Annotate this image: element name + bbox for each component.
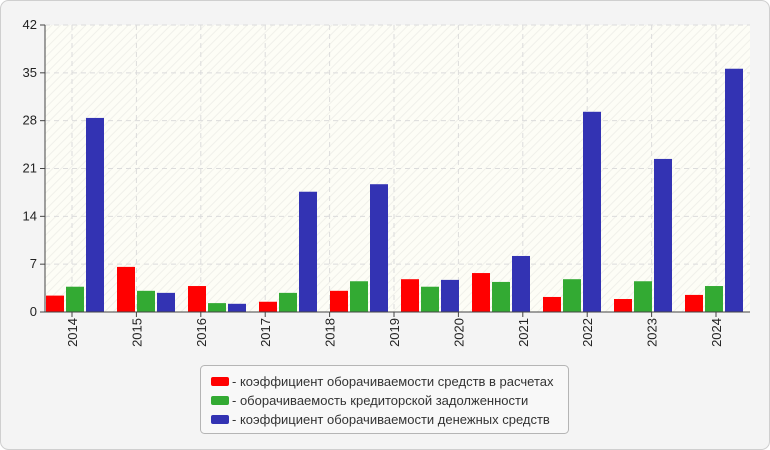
bar-2-2020 — [492, 281, 510, 312]
bar-2-2016 — [208, 303, 226, 312]
bar-1-2019 — [401, 279, 419, 312]
bar-1-2018 — [330, 290, 348, 312]
x-tick-label: 2015 — [129, 318, 144, 347]
bar-1-2022 — [614, 299, 632, 312]
x-tick-label: 2024 — [709, 318, 724, 347]
x-tick-label: 2019 — [387, 318, 402, 347]
x-tick-label: 2017 — [258, 318, 273, 347]
bar-3-2021 — [583, 111, 601, 313]
x-tick-label: 2022 — [580, 318, 595, 347]
bar-1-2021 — [543, 296, 561, 312]
bar-2-2018 — [350, 281, 368, 312]
y-tick-label: 35 — [23, 65, 37, 80]
bar-2-2022 — [634, 281, 652, 312]
y-tick-label: 28 — [23, 113, 37, 128]
bar-2-2014 — [66, 286, 84, 312]
x-tick-label: 2020 — [451, 318, 466, 347]
legend-label: - оборачиваемость кредиторской задолженн… — [232, 393, 528, 408]
y-tick-label: 21 — [23, 161, 37, 176]
y-tick-label: 42 — [23, 17, 37, 32]
x-tick-label: 2016 — [194, 318, 209, 347]
bar-3-2022 — [654, 158, 672, 312]
bar-1-2016 — [188, 286, 206, 312]
bar-2-2017 — [279, 292, 297, 312]
x-tick-label: 2023 — [645, 318, 660, 347]
bar-3-2023 — [725, 68, 743, 312]
legend-swatch — [211, 377, 229, 386]
bar-1-2015 — [117, 266, 135, 312]
y-tick-label: 0 — [30, 304, 37, 319]
bar-1-2023 — [685, 294, 703, 312]
bar-3-2019 — [441, 279, 459, 312]
x-tick-label: 2021 — [516, 318, 531, 347]
bar-1-2020 — [472, 273, 490, 312]
legend: - коэффициент оборачиваемости средств в … — [200, 365, 569, 434]
legend-swatch — [211, 396, 229, 405]
x-tick-label: 2018 — [323, 318, 338, 347]
bar-3-2020 — [512, 255, 530, 312]
bar-2-2021 — [563, 279, 581, 312]
bar-3-2017 — [299, 191, 317, 312]
y-tick-label: 7 — [30, 256, 37, 271]
legend-label: - коэффициент оборачиваемости средств в … — [232, 374, 554, 389]
bar-2-2019 — [421, 286, 439, 312]
legend-label: - коэффициент оборачиваемости денежных с… — [232, 412, 550, 427]
y-tick-label: 14 — [23, 208, 37, 223]
bar-2-2023 — [705, 286, 723, 312]
bar-1-2017 — [259, 301, 277, 312]
legend-swatch — [211, 415, 229, 424]
bar-3-2014 — [86, 117, 104, 312]
bar-3-2016 — [228, 303, 246, 312]
bar-1-2014 — [46, 295, 64, 312]
bar-3-2015 — [157, 292, 175, 312]
bar-2-2015 — [137, 290, 155, 312]
x-tick-label: 2014 — [65, 318, 80, 347]
bar-3-2018 — [370, 184, 388, 312]
